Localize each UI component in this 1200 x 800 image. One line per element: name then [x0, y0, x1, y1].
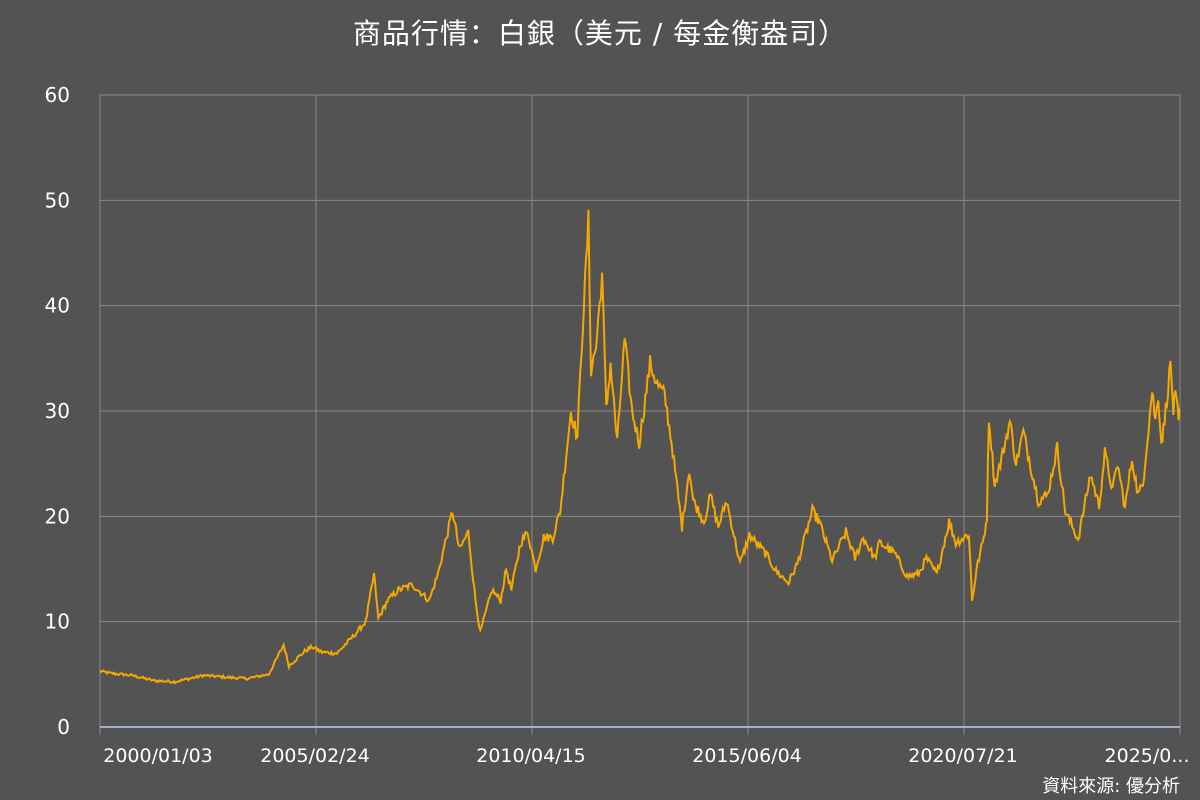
y-tick-label: 40 [45, 294, 70, 318]
x-tick-label: 2015/06/04 [692, 745, 802, 767]
y-tick-label: 50 [45, 188, 70, 212]
source-note: 資料來源: 優分析 [1042, 776, 1180, 797]
y-tick-label: 60 [45, 83, 70, 107]
chart-title: 商品行情：白銀（美元 / 每金衡盎司） [352, 17, 848, 50]
x-tick-label: 2000/01/03 [103, 745, 213, 767]
x-axis-ticks: 2000/01/03 2005/02/24 2010/04/15 2015/06/04… [103, 745, 1189, 767]
y-tick-label: 20 [45, 504, 70, 528]
x-tick-label: 2010/04/15 [476, 745, 586, 767]
x-tick-label: 2005/02/24 [260, 745, 370, 767]
x-tick-label: 2025/0... [1105, 745, 1190, 767]
y-tick-label: 0 [57, 715, 70, 739]
grid-lines [99, 94, 1181, 735]
series-line-silver-price [99, 209, 1181, 685]
x-tick-label: 2020/07/21 [908, 745, 1018, 767]
y-tick-label: 10 [45, 610, 70, 634]
y-tick-label: 30 [45, 399, 70, 423]
y-axis-ticks: 0 10 20 30 40 50 60 [45, 83, 70, 739]
